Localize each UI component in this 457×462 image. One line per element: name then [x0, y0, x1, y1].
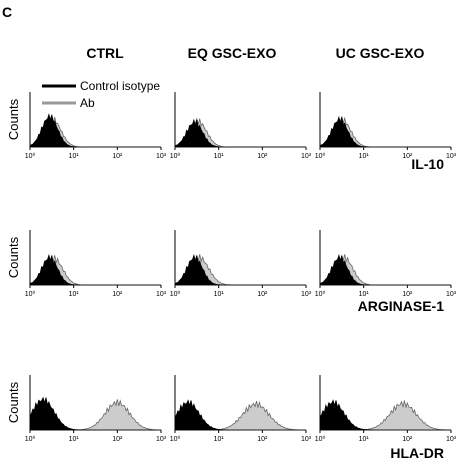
series-control-isotype — [29, 253, 161, 286]
series-control-isotype — [319, 115, 451, 148]
histogram-hla-dr-ctrl: 10⁰ 10¹ 10² 10³ Counts — [6, 375, 167, 443]
histogram-il-10-eq-gsc-exo: 10⁰ 10¹ 10² 10³ — [170, 92, 312, 160]
histogram-arginase-1-ctrl: 10⁰ 10¹ 10² 10³ Counts — [6, 230, 167, 298]
x-tick-label: 10³ — [301, 291, 312, 298]
column-title-uc-gsc-exo: UC GSC-EXO — [336, 45, 425, 61]
series-control-isotype — [29, 396, 161, 431]
x-tick-label: 10¹ — [69, 291, 80, 298]
x-tick-label: 10⁰ — [315, 152, 326, 160]
row-label-il-10: IL-10 — [411, 156, 444, 172]
column-title-eq-gsc-exo: EQ GSC-EXO — [188, 45, 277, 61]
y-axis-label: Counts — [6, 98, 21, 140]
x-tick-label: 10² — [402, 153, 413, 160]
legend-label-ab: Ab — [80, 96, 95, 110]
x-tick-label: 10² — [257, 436, 268, 443]
row-label-hla-dr: HLA-DR — [390, 445, 444, 461]
x-tick-label: 10¹ — [69, 436, 80, 443]
x-tick-label: 10¹ — [359, 436, 370, 443]
x-tick-label: 10³ — [446, 436, 457, 443]
x-tick-label: 10² — [112, 291, 123, 298]
x-tick-label: 10⁰ — [170, 152, 181, 160]
series-control-isotype — [174, 118, 306, 148]
y-axis-label: Counts — [6, 236, 21, 278]
x-tick-label: 10² — [257, 153, 268, 160]
histogram-hla-dr-eq-gsc-exo: 10⁰ 10¹ 10² 10³ — [170, 375, 312, 443]
x-tick-label: 10⁰ — [315, 290, 326, 298]
panel-letter: C — [2, 4, 12, 20]
x-tick-label: 10¹ — [214, 153, 225, 160]
x-tick-label: 10³ — [156, 291, 167, 298]
x-tick-label: 10⁰ — [315, 435, 326, 443]
x-tick-label: 10⁰ — [25, 290, 36, 298]
x-tick-label: 10³ — [156, 153, 167, 160]
histogram-il-10-ctrl: 10⁰ 10¹ 10² 10³ Counts — [6, 92, 167, 160]
x-tick-label: 10³ — [301, 436, 312, 443]
histogram-arginase-1-uc-gsc-exo: 10⁰ 10¹ 10² 10³ — [315, 230, 457, 298]
series-control-isotype — [319, 253, 451, 286]
series-control-isotype — [319, 399, 451, 431]
histogram-arginase-1-eq-gsc-exo: 10⁰ 10¹ 10² 10³ — [170, 230, 312, 298]
x-tick-label: 10² — [402, 291, 413, 298]
x-tick-label: 10² — [112, 153, 123, 160]
x-tick-label: 10⁰ — [170, 290, 181, 298]
legend: Control isotype Ab — [42, 79, 160, 110]
series-control-isotype — [174, 399, 306, 431]
series-control-isotype — [174, 253, 306, 286]
x-tick-label: 10³ — [446, 153, 457, 160]
x-tick-label: 10¹ — [214, 436, 225, 443]
x-tick-label: 10⁰ — [170, 435, 181, 443]
x-tick-label: 10³ — [301, 153, 312, 160]
x-tick-label: 10⁰ — [25, 152, 36, 160]
legend-label-isotype: Control isotype — [80, 79, 160, 93]
x-tick-label: 10² — [402, 436, 413, 443]
x-tick-label: 10¹ — [69, 153, 80, 160]
x-tick-label: 10¹ — [359, 291, 370, 298]
histogram-hla-dr-uc-gsc-exo: 10⁰ 10¹ 10² 10³ — [315, 375, 457, 443]
x-tick-label: 10¹ — [214, 291, 225, 298]
x-tick-label: 10² — [112, 436, 123, 443]
x-tick-label: 10³ — [446, 291, 457, 298]
y-axis-label: Counts — [6, 381, 21, 423]
x-tick-label: 10¹ — [359, 153, 370, 160]
series-control-isotype — [29, 113, 161, 148]
x-tick-label: 10⁰ — [25, 435, 36, 443]
x-tick-label: 10² — [257, 291, 268, 298]
row-label-arginase-1: ARGINASE-1 — [358, 298, 445, 314]
x-tick-label: 10³ — [156, 436, 167, 443]
column-title-ctrl: CTRL — [86, 45, 124, 61]
histogram-il-10-uc-gsc-exo: 10⁰ 10¹ 10² 10³ — [315, 92, 457, 160]
